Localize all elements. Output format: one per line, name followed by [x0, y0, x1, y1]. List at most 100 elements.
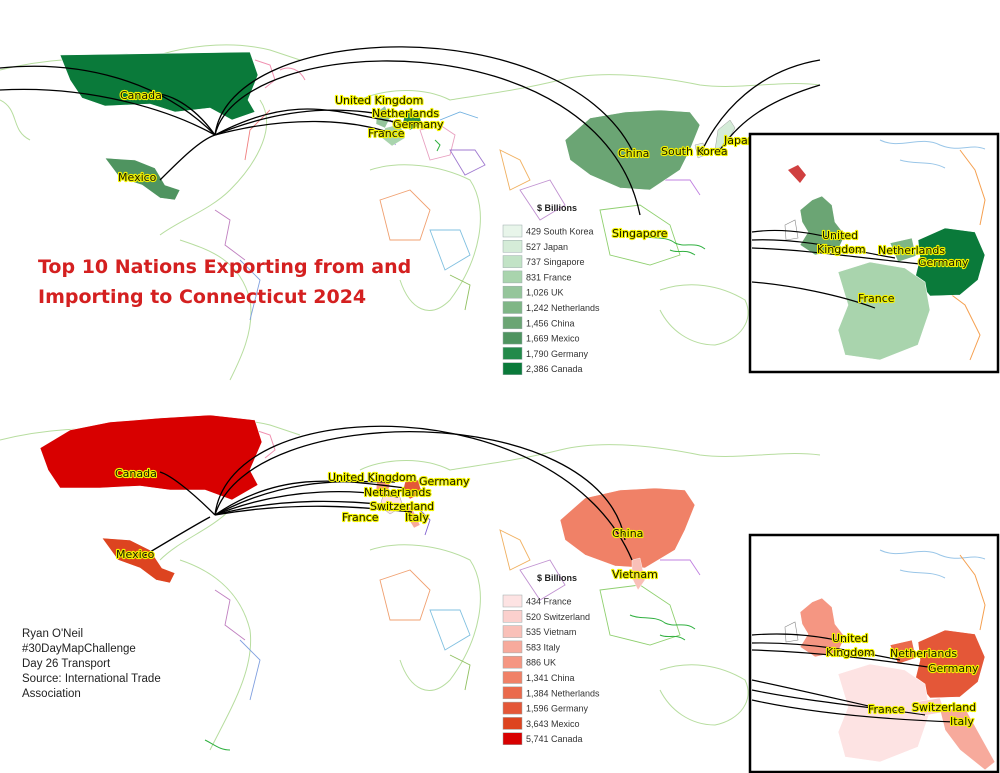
- legend-swatch: [502, 655, 523, 669]
- exports-inset-france: [837, 261, 931, 361]
- legend-entry: 3,643 Mexico: [526, 719, 580, 729]
- exports-europe-inset: United Kingdom Netherlands Germany Franc…: [748, 132, 1000, 374]
- country-borders-imports: [214, 501, 701, 701]
- legend-entry: 1,596 Germany: [526, 704, 589, 714]
- map-title-line-2: Importing to Connecticut 2024: [38, 286, 366, 308]
- exports-inset-ireland: [784, 219, 799, 241]
- legend-swatch: [502, 610, 523, 623]
- legend-swatch: [502, 301, 523, 314]
- exports-flow-arrows: [0, 46, 821, 216]
- exports-inset-label-germany: Germany: [918, 256, 969, 269]
- imports-inset-uk: [799, 597, 846, 658]
- exports-country-france: [381, 123, 406, 147]
- credit-source-cont: Association: [22, 688, 81, 700]
- imports-inset-label-kingdom: Kingdom: [826, 646, 875, 659]
- legend-swatch: [502, 732, 523, 745]
- credit-day-theme: Day 26 Transport: [22, 658, 111, 670]
- imports-inset-ireland: [784, 621, 799, 643]
- exports-country-germany: [402, 110, 423, 131]
- legend-swatch: [502, 625, 523, 638]
- imports-inset-label-united: United: [832, 632, 868, 645]
- exports-label-germany: Germany: [393, 118, 444, 131]
- exports-inset-label-netherlands: Netherlands: [878, 244, 945, 257]
- exports-label-china: China: [618, 147, 649, 160]
- legend-swatch: [502, 362, 523, 375]
- legend-swatch: [502, 671, 523, 684]
- legend-swatch: [502, 347, 523, 360]
- imports-inset-label-switzerland: Switzerland: [912, 701, 976, 714]
- legend-swatch: [502, 255, 523, 268]
- imports-inset-label-netherlands: Netherlands: [890, 647, 957, 660]
- legend-entry: 831 France: [526, 272, 572, 282]
- imports-inset-label-germany: Germany: [928, 662, 979, 675]
- imports-inset-label-france: France: [868, 703, 905, 716]
- legend-swatch: [502, 316, 523, 330]
- imports-label-switzerland: Switzerland: [370, 500, 434, 513]
- exports-label-canada: Canada: [120, 89, 162, 102]
- legend-entry: 5,741 Canada: [526, 734, 583, 744]
- legend-swatch: [502, 285, 523, 299]
- world-coastlines: [0, 44, 821, 381]
- exports-map-labels: Canada Mexico United Kingdom Netherlands…: [117, 88, 756, 241]
- exports-country-china: [564, 109, 701, 191]
- exports-country-uk: [375, 105, 391, 129]
- legend-entry: 1,384 Netherlands: [526, 688, 600, 698]
- exports-legend-title: $ Billions: [537, 203, 577, 213]
- exports-legend: $ Billions 429 South Korea 527 Japan 737 S…: [502, 203, 600, 375]
- imports-label-netherlands: Netherlands: [364, 486, 431, 499]
- imports-country-germany: [402, 479, 423, 500]
- imports-label-uk: United Kingdom: [328, 471, 416, 484]
- imports-country-vietnam: [631, 557, 646, 591]
- legend-entry: 1,790 Germany: [526, 349, 589, 359]
- country-borders: [214, 109, 701, 321]
- imports-label-italy: Italy: [405, 511, 429, 524]
- map-credits: Ryan O'Neil #30DayMapChallenge Day 26 Tr…: [22, 627, 222, 702]
- exports-country-mexico: [104, 157, 181, 201]
- legend-entry: 737 Singapore: [526, 257, 585, 267]
- legend-swatch: [502, 224, 523, 238]
- legend-entry: 434 France: [526, 597, 572, 607]
- legend-entry: 886 UK: [526, 658, 556, 668]
- exports-label-mexico: Mexico: [118, 171, 157, 184]
- exports-label-uk: United Kingdom: [335, 94, 423, 107]
- legend-entry: 1,341 China: [526, 673, 575, 683]
- map-title-line-1: Top 10 Nations Exporting from and: [38, 256, 411, 278]
- exports-country-canada: [59, 51, 259, 121]
- imports-flow-arrows: [139, 425, 633, 561]
- legend-swatch: [502, 640, 523, 654]
- exports-label-netherlands: Netherlands: [372, 107, 439, 120]
- legend-entry: 1,026 UK: [526, 288, 564, 298]
- legend-swatch: [502, 270, 523, 284]
- imports-europe-inset: United Kingdom Netherlands Germany Franc…: [748, 533, 1000, 773]
- exports-inset-label-france: France: [858, 292, 895, 305]
- imports-country-mexico: [101, 537, 176, 584]
- legend-entry: 429 South Korea: [526, 227, 594, 237]
- imports-label-canada: Canada: [115, 467, 157, 480]
- imports-label-germany: Germany: [419, 475, 470, 488]
- imports-map-canvas: Canada Mexico United Kingdom Germany Net…: [0, 414, 1000, 773]
- legend-swatch: [502, 240, 523, 253]
- legend-swatch: [502, 717, 523, 730]
- imports-label-china: China: [612, 527, 643, 540]
- credit-hashtag: #30DayMapChallenge: [22, 643, 136, 655]
- imports-map: Canada Mexico United Kingdom Germany Net…: [0, 390, 1000, 773]
- exports-inset-label-kingdom: Kingdom: [817, 243, 866, 256]
- legend-swatch: [502, 594, 523, 608]
- exports-label-france: France: [368, 127, 405, 140]
- legend-entry: 527 Japan: [526, 242, 568, 252]
- legend-swatch: [502, 686, 523, 700]
- legend-entry: 520 Switzerland: [526, 612, 590, 622]
- exports-inset-uk: [799, 195, 846, 256]
- exports-inset-netherlands: [889, 237, 917, 263]
- imports-inset-france: [837, 663, 931, 763]
- exports-inset-germany: [914, 227, 986, 297]
- legend-entry: 1,669 Mexico: [526, 334, 580, 344]
- imports-inset-italy: [939, 707, 996, 771]
- exports-map-canvas: Top 10 Nations Exporting from and Import…: [0, 44, 1000, 381]
- exports-choropleth: [59, 51, 736, 201]
- exports-inset-label-united: United: [822, 229, 858, 242]
- legend-swatch: [502, 331, 523, 345]
- exports-label-japan: Japan: [723, 134, 755, 147]
- credit-author: Ryan O'Neil: [22, 628, 83, 640]
- imports-legend-title: $ Billions: [537, 573, 577, 583]
